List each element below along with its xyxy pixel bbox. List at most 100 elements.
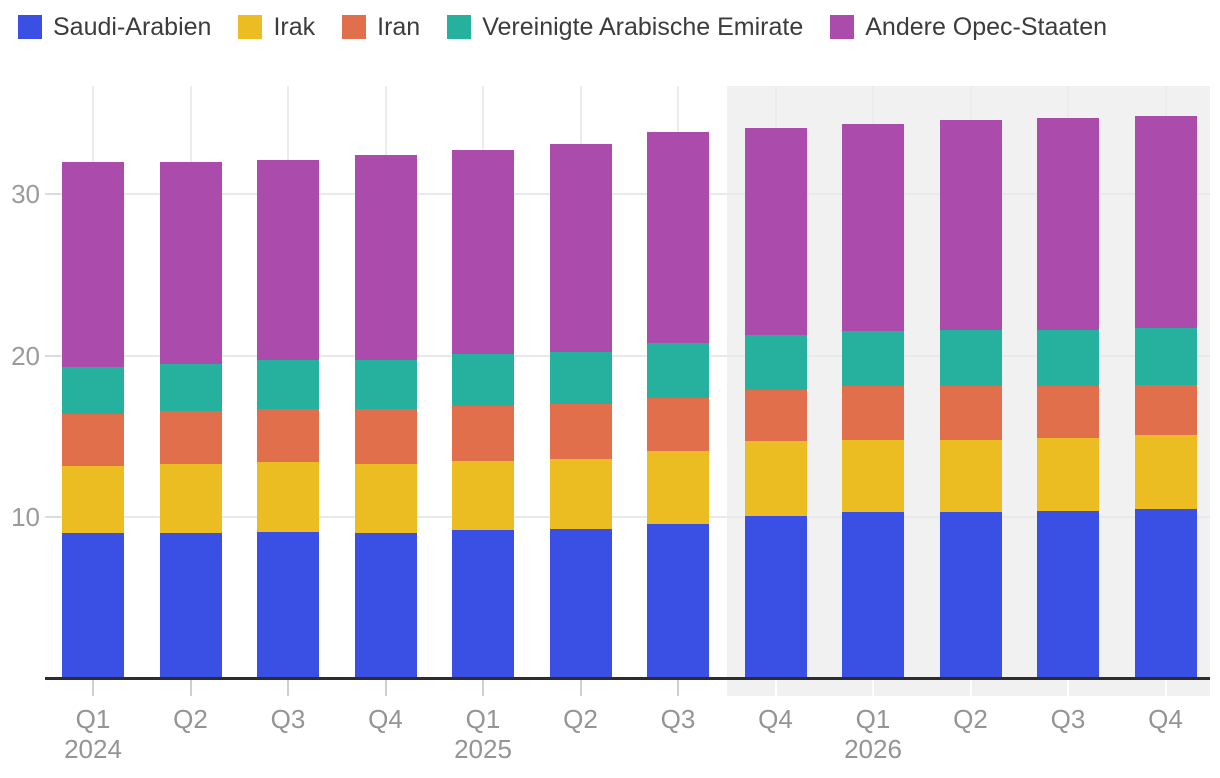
bar-segment-iran[interactable] (744, 389, 807, 442)
bar-q4-2026[interactable] (1134, 116, 1197, 679)
bar-q3-2026[interactable] (1037, 117, 1099, 679)
bar-segment-vereinigte-arabische-emirate[interactable] (549, 352, 612, 405)
bar-q3-2024[interactable] (257, 159, 319, 679)
x-tick-mark (872, 680, 874, 696)
bar-q1-2024[interactable] (62, 161, 124, 679)
bar-q2-2026[interactable] (939, 119, 1002, 679)
bar-segment-irak[interactable] (549, 459, 612, 529)
bar-segment-vereinigte-arabische-emirate[interactable] (452, 354, 514, 406)
bar-segment-irak[interactable] (842, 439, 904, 513)
bar-segment-saudi-arabien[interactable] (1134, 509, 1197, 679)
bar-segment-saudi-arabien[interactable] (842, 512, 904, 679)
y-tick-mark-10 (45, 516, 61, 519)
y-tick-label-10: 10 (11, 502, 40, 533)
bar-segment-saudi-arabien[interactable] (647, 523, 709, 679)
bar-segment-iran[interactable] (354, 408, 417, 464)
x-tick-mark (1067, 680, 1069, 696)
bar-segment-irak[interactable] (1037, 438, 1099, 511)
bar-segment-saudi-arabien[interactable] (354, 533, 417, 679)
x-tick-label-11: Q4 (1148, 704, 1183, 734)
bar-segment-iran[interactable] (159, 410, 222, 464)
bar-segment-saudi-arabien[interactable] (1037, 510, 1099, 679)
bar-segment-andere-opec-staaten[interactable] (62, 161, 124, 367)
bar-segment-saudi-arabien[interactable] (257, 531, 319, 679)
x-tick-label-6: Q3 (660, 704, 696, 734)
bar-q1-2026[interactable] (842, 124, 904, 679)
bar-segment-irak[interactable] (939, 439, 1002, 513)
bar-segment-vereinigte-arabische-emirate[interactable] (159, 363, 222, 411)
x-axis-line (45, 677, 1210, 680)
bar-segment-andere-opec-staaten[interactable] (1037, 117, 1099, 330)
bar-segment-andere-opec-staaten[interactable] (452, 150, 514, 355)
bar-segment-saudi-arabien[interactable] (744, 515, 807, 679)
bar-segment-iran[interactable] (62, 413, 124, 466)
bar-segment-irak[interactable] (257, 462, 319, 532)
bar-segment-irak[interactable] (647, 451, 709, 524)
bar-q2-2025[interactable] (549, 143, 612, 679)
bar-segment-irak[interactable] (744, 441, 807, 516)
bar-segment-iran[interactable] (257, 408, 319, 463)
bar-segment-iran[interactable] (842, 386, 904, 440)
y-tick-label-20: 20 (11, 340, 40, 371)
bar-segment-andere-opec-staaten[interactable] (159, 161, 222, 364)
bar-segment-andere-opec-staaten[interactable] (549, 143, 612, 353)
y-tick-mark-20 (45, 354, 61, 357)
bar-segment-iran[interactable] (1037, 386, 1099, 439)
bar-segment-iran[interactable] (549, 404, 612, 460)
bar-segment-saudi-arabien[interactable] (62, 533, 124, 679)
bar-q2-2024[interactable] (159, 161, 222, 679)
bar-segment-andere-opec-staaten[interactable] (842, 124, 904, 332)
bar-segment-iran[interactable] (647, 397, 709, 452)
legend-item-saudi-arabien[interactable]: Saudi-Arabien (18, 13, 211, 42)
y-gridline-10 (45, 516, 1210, 519)
y-gridline-30 (45, 192, 1210, 195)
bar-segment-andere-opec-staaten[interactable] (354, 155, 417, 361)
legend-swatch-iran (342, 15, 367, 39)
bar-segment-iran[interactable] (1134, 384, 1197, 435)
bar-segment-vereinigte-arabische-emirate[interactable] (62, 366, 124, 414)
bar-segment-vereinigte-arabische-emirate[interactable] (842, 331, 904, 387)
legend-swatch-irak (238, 15, 263, 39)
bar-segment-vereinigte-arabische-emirate[interactable] (257, 360, 319, 409)
bar-q1-2025[interactable] (452, 150, 514, 679)
bar-segment-andere-opec-staaten[interactable] (257, 159, 319, 361)
x-year-label-2024: 2024 (64, 734, 122, 764)
bar-segment-vereinigte-arabische-emirate[interactable] (354, 360, 417, 409)
x-tick-label-5: Q2 (563, 704, 598, 734)
bar-segment-saudi-arabien[interactable] (549, 528, 612, 679)
x-tick-mark (189, 680, 192, 696)
legend-item-vereinigte-arabische-emirate[interactable]: Vereinigte Arabische Emirate (447, 13, 803, 42)
x-tick-mark (92, 680, 94, 696)
legend-item-iran[interactable]: Iran (342, 13, 420, 42)
x-tick-mark (774, 680, 777, 696)
legend-item-irak[interactable]: Irak (238, 13, 315, 42)
bar-segment-irak[interactable] (1134, 434, 1197, 510)
bar-segment-saudi-arabien[interactable] (939, 512, 1002, 679)
bar-segment-irak[interactable] (159, 463, 222, 534)
y-tick-label-30: 30 (11, 178, 40, 209)
bar-segment-vereinigte-arabische-emirate[interactable] (939, 329, 1002, 387)
bar-segment-iran[interactable] (939, 386, 1002, 440)
bar-segment-vereinigte-arabische-emirate[interactable] (1037, 329, 1099, 387)
bar-segment-andere-opec-staaten[interactable] (744, 127, 807, 335)
bar-segment-irak[interactable] (452, 460, 514, 531)
bar-segment-vereinigte-arabische-emirate[interactable] (647, 342, 709, 398)
bar-segment-andere-opec-staaten[interactable] (1134, 116, 1197, 329)
bar-q4-2025[interactable] (744, 127, 807, 679)
bar-segment-saudi-arabien[interactable] (159, 533, 222, 679)
bar-segment-iran[interactable] (452, 405, 514, 461)
bar-q3-2025[interactable] (647, 132, 709, 679)
bar-segment-andere-opec-staaten[interactable] (647, 132, 709, 343)
legend-item-andere-opec-staaten[interactable]: Andere Opec-Staaten (830, 13, 1107, 42)
bar-segment-irak[interactable] (354, 463, 417, 534)
bar-segment-vereinigte-arabische-emirate[interactable] (744, 334, 807, 390)
x-tick-label-2: Q3 (270, 704, 306, 734)
bar-segment-andere-opec-staaten[interactable] (939, 119, 1002, 330)
bar-q4-2024[interactable] (354, 155, 417, 679)
bar-segment-saudi-arabien[interactable] (452, 530, 514, 679)
bar-segment-irak[interactable] (62, 465, 124, 534)
bar-segment-vereinigte-arabische-emirate[interactable] (1134, 328, 1197, 385)
x-tick-label-7: Q4 (758, 704, 793, 734)
